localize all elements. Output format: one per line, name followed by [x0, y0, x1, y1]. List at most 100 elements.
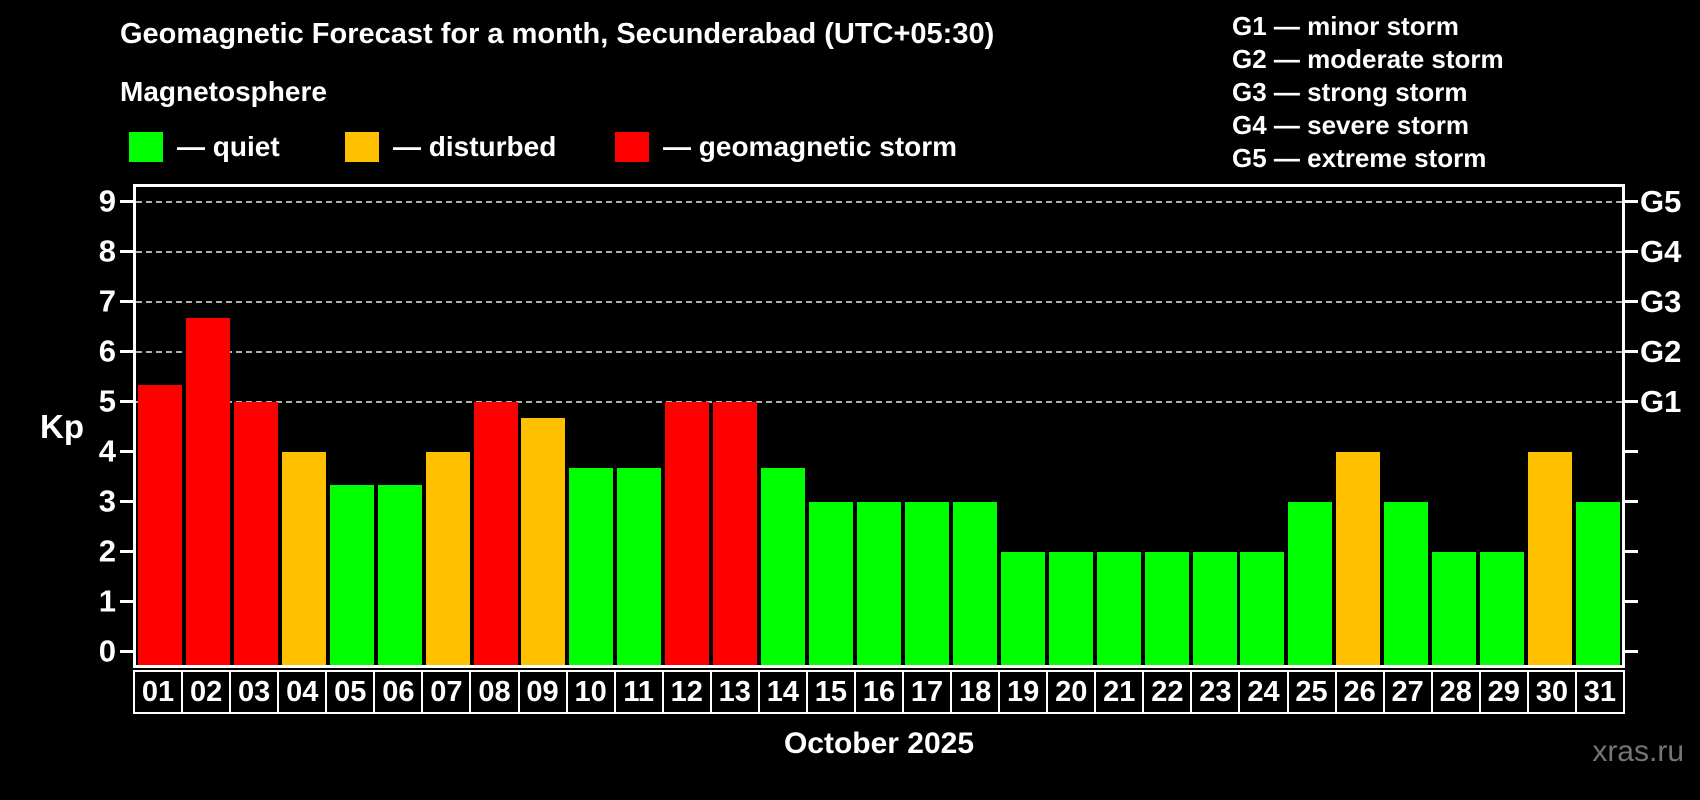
bar-day-29 [1480, 551, 1525, 665]
day-label-11: 11 [613, 670, 664, 714]
day-label-30: 30 [1526, 670, 1577, 714]
y-tick-label-3: 3 [98, 482, 116, 518]
day-label-15: 15 [805, 670, 856, 714]
storm-scale-legend-g5: G5 — extreme storm [1232, 143, 1487, 173]
page-title: Geomagnetic Forecast for a month, Secund… [120, 18, 995, 50]
y-tick-right-2 [1625, 550, 1638, 554]
day-label-19: 19 [998, 670, 1049, 714]
bar-day-12 [665, 401, 710, 665]
bar-day-13 [713, 401, 758, 665]
magnetosphere-label: Magnetosphere [120, 76, 327, 107]
y-tick-right-5 [1625, 400, 1638, 404]
bar-day-03 [233, 401, 278, 665]
day-label-05: 05 [325, 670, 376, 714]
day-label-17: 17 [902, 670, 953, 714]
day-label-22: 22 [1142, 670, 1193, 714]
y-axis-title: Kp [40, 408, 84, 445]
y-tick-left-6 [120, 350, 133, 354]
bar-day-08 [473, 401, 518, 665]
legend-item-storm: — geomagnetic storm [615, 131, 957, 163]
storm-scale-legend-g4: G4 — severe storm [1232, 110, 1470, 140]
day-label-24: 24 [1238, 670, 1289, 714]
x-axis-title: October 2025 [783, 727, 975, 760]
bar-day-24 [1240, 551, 1285, 665]
y-tick-label-5: 5 [98, 382, 116, 418]
bar-day-23 [1192, 551, 1237, 665]
right-axis-label-g3: G3 [1640, 283, 1682, 319]
legend-item-quiet: — quiet [129, 131, 280, 163]
day-label-21: 21 [1094, 670, 1145, 714]
day-label-10: 10 [565, 670, 616, 714]
day-label-25: 25 [1286, 670, 1337, 714]
gridline-g3 [136, 300, 1622, 303]
gridline-g5 [136, 200, 1622, 203]
quiet-color-swatch [129, 132, 163, 162]
bar-day-28 [1432, 551, 1477, 665]
quiet-legend-label: — quiet [177, 131, 280, 162]
y-tick-right-3 [1625, 500, 1638, 504]
bar-day-22 [1144, 551, 1189, 665]
bar-day-20 [1048, 551, 1093, 665]
storm-scale-legend-g3: G3 — strong storm [1232, 77, 1468, 107]
y-tick-left-5 [120, 400, 133, 404]
right-axis-label-g5: G5 [1640, 183, 1682, 219]
y-tick-label-9: 9 [98, 182, 116, 218]
bar-day-31 [1576, 501, 1621, 665]
day-label-28: 28 [1430, 670, 1481, 714]
y-tick-right-8 [1625, 250, 1638, 254]
bar-day-17 [904, 501, 949, 665]
bar-day-27 [1384, 501, 1429, 665]
y-tick-right-1 [1625, 600, 1638, 604]
gridline-g1 [136, 400, 1622, 403]
y-tick-label-7: 7 [98, 282, 116, 318]
day-label-08: 08 [469, 670, 520, 714]
y-tick-label-1: 1 [98, 582, 116, 618]
y-tick-right-7 [1625, 300, 1638, 304]
day-label-03: 03 [229, 670, 280, 714]
y-tick-left-8 [120, 250, 133, 254]
storm-scale-legend-g1: G1 — minor storm [1232, 11, 1459, 41]
storm-scale-legend: G1 — minor storm G2 — moderate storm G3 … [1232, 10, 1504, 175]
y-tick-left-1 [120, 600, 133, 604]
disturbed-color-swatch [345, 132, 379, 162]
legend-item-disturbed: — disturbed [345, 131, 556, 163]
day-label-13: 13 [709, 670, 760, 714]
plot-area [133, 184, 1625, 668]
bar-day-10 [569, 468, 614, 665]
bar-day-26 [1336, 451, 1381, 665]
y-tick-left-7 [120, 300, 133, 304]
day-label-02: 02 [181, 670, 232, 714]
y-tick-right-9 [1625, 200, 1638, 204]
bar-day-04 [281, 451, 326, 665]
gridline-g2 [136, 350, 1622, 353]
y-tick-label-0: 0 [98, 632, 116, 668]
watermark-xras: xras.ru [1592, 735, 1684, 768]
day-label-01: 01 [133, 670, 184, 714]
bar-day-25 [1288, 501, 1333, 665]
day-label-row: 01 02 03 04 05 06 07 08 09 10 11 12 13 14 15 16 17 18 19 20… [133, 670, 1625, 714]
day-label-20: 20 [1046, 670, 1097, 714]
y-tick-label-2: 2 [98, 532, 116, 568]
bar-day-01 [137, 385, 182, 665]
right-axis-label-g1: G1 [1640, 383, 1682, 419]
y-tick-left-4 [120, 450, 133, 454]
day-label-29: 29 [1478, 670, 1529, 714]
storm-legend-label: — geomagnetic storm [663, 131, 958, 162]
bar-day-05 [329, 485, 374, 665]
day-label-14: 14 [757, 670, 808, 714]
bar-day-30 [1528, 451, 1573, 665]
bar-day-07 [425, 451, 470, 665]
y-tick-label-6: 6 [98, 332, 116, 368]
storm-color-swatch [615, 132, 649, 162]
y-tick-right-6 [1625, 350, 1638, 354]
y-tick-left-0 [120, 650, 133, 654]
bar-day-19 [1000, 551, 1045, 665]
storm-scale-legend-g2: G2 — moderate storm [1232, 44, 1504, 74]
day-label-09: 09 [517, 670, 568, 714]
y-tick-right-0 [1625, 650, 1638, 654]
day-label-23: 23 [1190, 670, 1241, 714]
y-tick-left-3 [120, 500, 133, 504]
day-label-04: 04 [277, 670, 328, 714]
bar-day-11 [617, 468, 662, 665]
